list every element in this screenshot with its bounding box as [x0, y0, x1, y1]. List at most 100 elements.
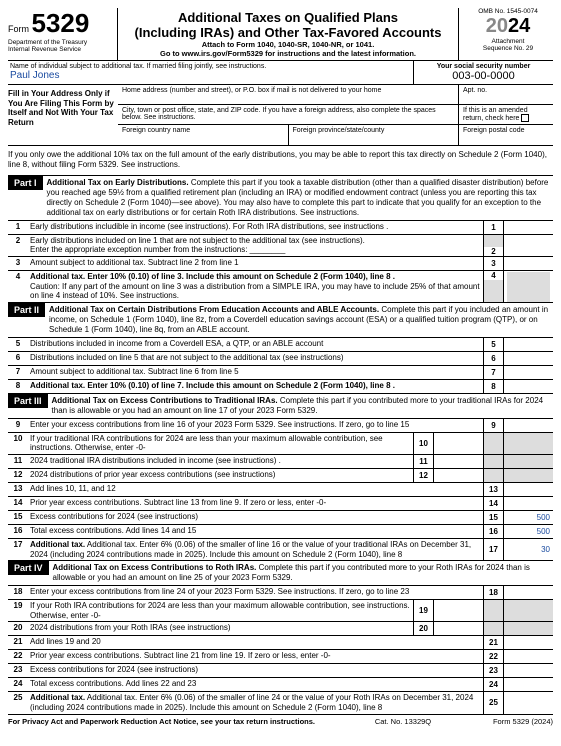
line-8-value[interactable] [503, 380, 553, 393]
line-12-value[interactable] [433, 469, 483, 482]
line-22-value[interactable] [503, 650, 553, 663]
line-8: 8Additional tax. Enter 10% (0.10) of lin… [8, 379, 553, 393]
line-1-value[interactable] [503, 221, 553, 234]
line-7-value[interactable] [503, 366, 553, 379]
attach-note: Attach to Form 1040, 1040-SR, 1040-NR, o… [122, 40, 454, 49]
line-7: 7Amount subject to additional tax. Subtr… [8, 365, 553, 379]
apt-label[interactable]: Apt. no. [458, 85, 553, 104]
line-18: 18Enter your excess contributions from l… [8, 585, 553, 599]
line-20-text: 2024 distributions from your Roth IRAs (… [28, 622, 413, 635]
line-23: 23Excess contributions for 2024 (see ins… [8, 663, 553, 677]
home-address-label[interactable]: Home address (number and street), or P.O… [118, 85, 458, 104]
line-25-value[interactable] [503, 692, 553, 713]
line-6-value[interactable] [503, 352, 553, 365]
line-4: 4Additional tax. Enter 10% (0.10) of lin… [8, 270, 553, 302]
line-20-value[interactable] [433, 622, 483, 635]
city-label[interactable]: City, town or post office, state, and ZI… [118, 105, 458, 124]
line-19-text: If your Roth IRA contributions for 2024 … [28, 600, 413, 621]
form-label: Form [8, 24, 29, 34]
ssn-cell: Your social security number 003-00-0000 [413, 61, 553, 84]
line-10: 10If your traditional IRA contributions … [8, 432, 553, 454]
line-5-text: Distributions included in income from a … [28, 338, 483, 351]
line-16-text: Total excess contributions. Add lines 14… [28, 525, 483, 538]
line-22-text: Prior year excess contributions. Subtrac… [28, 650, 483, 663]
form-title-2: (Including IRAs) and Other Tax-Favored A… [122, 25, 454, 40]
line-2b-text: Enter the appropriate exception number f… [30, 245, 247, 254]
line-13-value[interactable] [503, 483, 553, 496]
line-5-value[interactable] [503, 338, 553, 351]
taxpayer-row: Name of individual subject to additional… [8, 61, 553, 85]
line-17-text: Additional tax. Enter 6% (0.06) of the s… [30, 540, 471, 559]
line-19: 19If your Roth IRA contributions for 202… [8, 599, 553, 621]
line-12: 122024 distributions of prior year exces… [8, 468, 553, 482]
amended-cell: If this is an amended return, check here [458, 105, 553, 124]
line-19-value[interactable] [433, 600, 483, 621]
foreign-postal-label[interactable]: Foreign postal code [458, 125, 553, 145]
form-5329-page: Form 5329 Department of the Treasury Int… [0, 0, 561, 734]
line-16: 16Total excess contributions. Add lines … [8, 524, 553, 538]
part-4-header: Part IV Additional Tax on Excess Contrib… [8, 560, 553, 585]
line-11-text: 2024 traditional IRA distributions inclu… [28, 455, 413, 468]
foreign-country-label[interactable]: Foreign country name [118, 125, 288, 145]
header-center: Additional Taxes on Qualified Plans (Inc… [118, 8, 458, 60]
line-11-value[interactable] [433, 455, 483, 468]
line-4-caution: Caution: If any part of the amount on li… [30, 282, 481, 301]
line-18-text: Enter your excess contributions from lin… [28, 586, 483, 599]
line-24-text: Total excess contributions. Add lines 22… [28, 678, 483, 691]
line-2a-text: Early distributions included on line 1 t… [30, 236, 481, 246]
omb-number: OMB No. 1545-0074 [463, 8, 553, 15]
line-9-value[interactable] [503, 419, 553, 432]
line-13-text: Add lines 10, 11, and 12 [28, 483, 483, 496]
line-15-value[interactable]: 500 [503, 511, 553, 524]
part-4-title: Additional Tax on Excess Contributions t… [53, 563, 257, 572]
dept-irs: Internal Revenue Service [8, 46, 113, 53]
line-9: 9Enter your excess contributions from li… [8, 418, 553, 432]
header-right: OMB No. 1545-0074 2024 Attachment Sequen… [458, 8, 553, 60]
line-2-value[interactable] [503, 235, 553, 256]
part-3-header: Part III Additional Tax on Excess Contri… [8, 393, 553, 418]
line-16-value[interactable]: 500 [503, 525, 553, 538]
form-title-1: Additional Taxes on Qualified Plans [122, 10, 454, 25]
part-1-header: Part I Additional Tax on Early Distribut… [8, 175, 553, 220]
line-24-value[interactable] [503, 678, 553, 691]
line-1-text: Early distributions includible in income… [28, 221, 483, 234]
line-9-text: Enter your excess contributions from lin… [28, 419, 483, 432]
attachment-seq-1: Attachment [463, 38, 553, 45]
page-footer: For Privacy Act and Paperwork Reduction … [8, 714, 553, 726]
foreign-province-label[interactable]: Foreign province/state/county [288, 125, 459, 145]
goto-note: Go to www.irs.gov/Form5329 for instructi… [122, 49, 454, 58]
header-left: Form 5329 Department of the Treasury Int… [8, 8, 118, 60]
ssn-value: 003-00-0000 [416, 70, 551, 82]
line-4-text: Additional tax. Enter 10% (0.10) of line… [30, 272, 395, 281]
line-21-text: Add lines 19 and 20 [28, 636, 483, 649]
line-3-text: Amount subject to additional tax. Subtra… [28, 257, 483, 270]
part-2-title: Additional Tax on Certain Distributions … [49, 305, 379, 314]
line-6-text: Distributions included on line 5 that ar… [28, 352, 483, 365]
line-3-value[interactable] [503, 257, 553, 270]
line-17: 17Additional tax. Additional tax. Enter … [8, 538, 553, 560]
line-10-value[interactable] [433, 433, 483, 454]
line-14: 14Prior year excess contributions. Subtr… [8, 496, 553, 510]
line-18-value[interactable] [503, 586, 553, 599]
line-14-value[interactable] [503, 497, 553, 510]
part-1-title: Additional Tax on Early Distributions. [47, 178, 189, 187]
line-11: 112024 traditional IRA distributions inc… [8, 454, 553, 468]
line-23-value[interactable] [503, 664, 553, 677]
line-23-text: Excess contributions for 2024 (see instr… [28, 664, 483, 677]
ssn-label: Your social security number [416, 63, 551, 70]
catalog-number: Cat. No. 13329Q [353, 717, 453, 726]
line-8-text: Additional tax. Enter 10% (0.10) of line… [30, 381, 395, 390]
line-17-value[interactable]: 30 [503, 539, 553, 560]
line-5: 5Distributions included in income from a… [8, 337, 553, 351]
fill-address-label: Fill in Your Address Only if You Are Fil… [8, 85, 118, 145]
line-12-text: 2024 distributions of prior year excess … [28, 469, 413, 482]
year-prefix: 20 [486, 15, 508, 37]
amended-checkbox[interactable] [521, 114, 529, 122]
part-3-title: Additional Tax on Excess Contributions t… [52, 396, 278, 405]
line-21-value[interactable] [503, 636, 553, 649]
form-number: 5329 [32, 8, 90, 38]
line-6: 6Distributions included on line 5 that a… [8, 351, 553, 365]
intro-note: If you only owe the additional 10% tax o… [8, 146, 553, 175]
part-2-label: Part II [8, 303, 45, 317]
taxpayer-name: Paul Jones [10, 70, 411, 81]
